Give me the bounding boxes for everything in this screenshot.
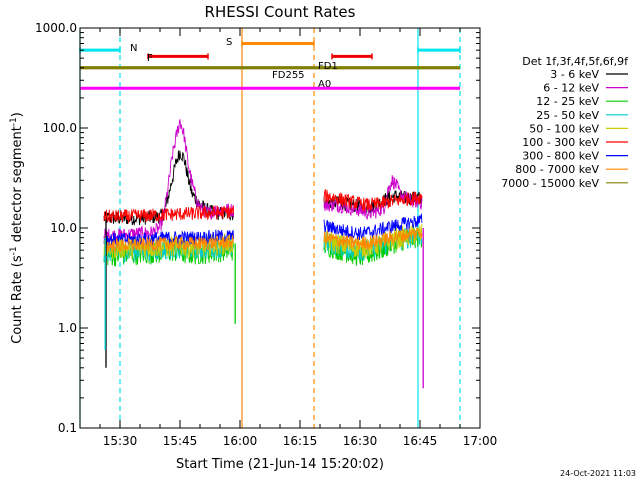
flag-label-f: F (147, 53, 153, 64)
series-800-7000-kev-seg1 (103, 234, 235, 253)
x-tick-label: 16:30 (343, 434, 378, 448)
legend-title: Det 1f,3f,4f,5f,6f,9f (522, 55, 629, 68)
legend-label-12-25-kev: 12 - 25 keV (536, 95, 599, 108)
attenuator-label-a0: A0 (318, 79, 331, 90)
series-300-800-kev-seg2 (323, 213, 423, 241)
legend-label-7000-15000-kev: 7000 - 15000 keV (501, 177, 599, 190)
y-tick-label: 1.0 (58, 321, 77, 335)
x-tick-label: 15:30 (103, 434, 138, 448)
legend-label-6-12-kev: 6 - 12 keV (543, 82, 599, 95)
x-tick-label: 16:15 (283, 434, 318, 448)
series-800-7000-kev-seg2 (323, 227, 423, 251)
x-axis-label: Start Time (21-Jun-14 15:20:02) (176, 457, 384, 472)
footer-timestamp: 24-Oct-2021 11:03 (560, 469, 636, 478)
x-tick-label: 16:00 (223, 434, 258, 448)
x-tick-label: 15:45 (163, 434, 198, 448)
x-tick-label: 17:00 (463, 434, 498, 448)
legend-label-50-100-kev: 50 - 100 keV (529, 122, 599, 135)
attenuator-label-fd255: FD255 (272, 70, 305, 81)
series-50-100-kev-seg1 (103, 233, 235, 259)
attenuator-label-fd1: FD1 (318, 61, 338, 72)
series-100-300-kev-seg1 (103, 204, 235, 224)
legend-label-100-300-kev: 100 - 300 keV (522, 136, 599, 149)
flag-label-n: N (130, 43, 137, 54)
legend-label-800-7000-kev: 800 - 7000 keV (515, 163, 599, 176)
y-tick-label: 1000.0 (35, 21, 77, 35)
y-tick-label: 100.0 (43, 121, 77, 135)
chart-title: RHESSI Count Rates (205, 3, 356, 21)
series-100-300-kev-seg2 (323, 189, 423, 212)
legend-label-25-50-kev: 25 - 50 keV (536, 109, 599, 122)
flag-label-s: S (226, 37, 232, 48)
y-tick-label: 0.1 (58, 421, 77, 435)
x-tick-label: 16:45 (403, 434, 438, 448)
y-tick-label: 10.0 (50, 221, 77, 235)
legend-label-3-6-kev: 3 - 6 keV (550, 68, 599, 81)
y-axis-label: Count Rate (s-1 detector segment-1) (9, 112, 25, 344)
legend-label-300-800-kev: 300 - 800 keV (522, 150, 599, 163)
